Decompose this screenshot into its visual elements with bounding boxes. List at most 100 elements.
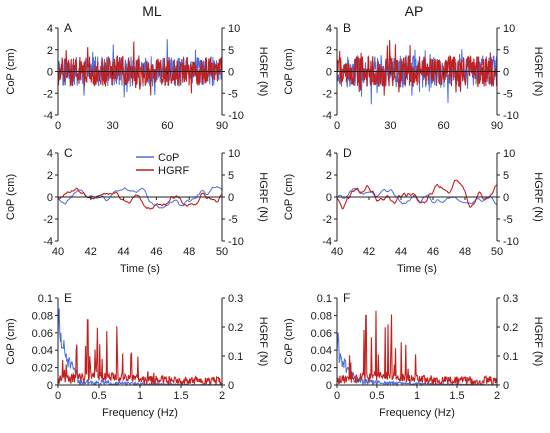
y-tick-right-label: 0 [503,380,509,392]
x-tick-label: 60 [161,120,173,132]
y-tick-right-label: 0.3 [503,293,518,305]
x-tick-label: 30 [107,120,119,132]
y-tick-right-label: -5 [228,88,238,100]
y-tick-right-label: -10 [228,110,244,122]
y-tick-left-label: 0.1 [317,293,332,305]
y-tick-right-label: -10 [503,236,519,248]
x-tick-label: 46 [427,246,439,258]
hgrf-series-line [336,179,498,210]
y-axis-label-left: CoP (cm) [283,318,295,364]
hgrf-series-line [336,310,498,386]
y-tick-left-label: 0.08 [311,310,332,322]
y-tick-left-label: 0.06 [32,328,53,340]
y-tick-right-label: -5 [503,214,513,226]
y-tick-right-label: 5 [503,45,509,57]
x-tick-label: 0.5 [369,390,384,402]
y-tick-left-label: 2 [47,45,53,57]
y-tick-right-label: 0.1 [228,351,243,363]
y-tick-left-label: 0.04 [32,345,53,357]
panel-letter: A [64,21,72,35]
y-tick-left-label: -2 [43,88,53,100]
panel-a: 0 30 60 90 -4 -2 0 2 4 -10 -5 0 5 10 CoP (cm) HGRF (N) A [5,21,269,132]
x-tick-label: 48 [183,246,195,258]
x-tick-label: 0 [334,390,340,402]
y-tick-right-label: 0 [503,192,509,204]
y-tick-right-label: 10 [503,148,515,160]
y-tick-left-label: 0 [326,192,332,204]
y-tick-left-label: 2 [47,170,53,182]
y-axis-label-right: HGRF (N) [532,172,544,222]
x-tick-label: 42 [85,246,97,258]
hgrf-series-line [57,319,223,387]
y-tick-left-label: 0.1 [38,293,53,305]
y-tick-left-label: 0 [326,380,332,392]
panel-letter: F [343,291,350,305]
x-tick-label: 0 [334,120,340,132]
y-tick-right-label: -10 [503,110,519,122]
x-tick-label: 60 [438,120,450,132]
x-tick-label: 0.5 [91,390,106,402]
y-axis-label-left: CoP (cm) [5,174,17,220]
x-axis-label: Time (s) [397,263,437,275]
y-tick-right-label: 0 [228,380,234,392]
y-tick-right-label: 10 [228,23,240,35]
x-axis-label: Frequency (Hz) [102,407,178,419]
hgrf-series-line [57,41,223,96]
y-tick-right-label: -5 [503,88,513,100]
y-tick-left-label: -4 [322,236,332,248]
hgrf-series-line [57,187,223,210]
panel-e: 0 0.5 1 1.5 200.020.040.060.080.100.10.20.3C… [5,291,269,419]
y-tick-right-label: 0 [228,192,234,204]
x-tick-label: 46 [150,246,162,258]
x-tick-label: 0 [55,390,61,402]
panel-letter: E [64,291,72,305]
y-tick-right-label: 0.3 [228,293,243,305]
hgrf-series-line [336,40,498,96]
y-tick-left-label: 0.02 [311,363,332,375]
x-tick-label: 50 [216,246,228,258]
panel-letter: C [64,146,73,160]
cop-series-line [336,187,498,206]
column-title-ap: AP [405,3,424,19]
y-tick-left-label: 0 [326,67,332,79]
y-tick-left-label: 4 [326,148,332,160]
panel-f: 0 0.5 1 1.5 200.020.040.060.080.100.10.20.3C… [283,291,544,419]
y-tick-right-label: 0 [228,67,234,79]
y-tick-left-label: 4 [326,23,332,35]
column-title-ml: ML [142,3,162,19]
y-tick-left-label: -4 [322,110,332,122]
y-tick-left-label: -2 [43,214,53,226]
y-tick-left-label: -2 [322,214,332,226]
y-axis-label-right: HGRF (N) [532,317,544,367]
y-axis-label-left: CoP (cm) [5,318,17,364]
x-tick-label: 44 [117,246,129,258]
y-tick-right-label: 10 [503,23,515,35]
x-tick-label: 1 [414,390,420,402]
y-tick-right-label: -10 [228,236,244,248]
legend-label-cop: CoP [158,152,179,164]
y-tick-left-label: 0 [47,192,53,204]
y-tick-left-label: 0 [47,67,53,79]
y-tick-right-label: -5 [228,214,238,226]
y-tick-left-label: -2 [322,88,332,100]
x-tick-label: 2 [494,390,500,402]
y-tick-left-label: 0.06 [311,328,332,340]
x-tick-label: 2 [219,390,225,402]
x-tick-label: 50 [491,246,503,258]
y-tick-left-label: 0 [47,380,53,392]
legend-label-hgrf: HGRF [158,165,189,177]
y-axis-label-left: CoP (cm) [283,174,295,220]
y-tick-right-label: 0.2 [503,322,518,334]
y-tick-left-label: 4 [47,148,53,160]
x-tick-label: 40 [52,246,64,258]
x-tick-label: 1.5 [173,390,188,402]
cop-series-line [57,308,223,387]
y-axis-label-left: CoP (cm) [5,48,17,94]
panel-letter: B [343,21,351,35]
y-tick-right-label: 0 [503,67,509,79]
x-axis-label: Time (s) [120,263,160,275]
y-axis-label-right: HGRF (N) [532,47,544,97]
y-tick-left-label: 0.08 [32,310,53,322]
y-axis-label-right: HGRF (N) [257,172,269,222]
y-tick-left-label: -4 [43,236,53,248]
